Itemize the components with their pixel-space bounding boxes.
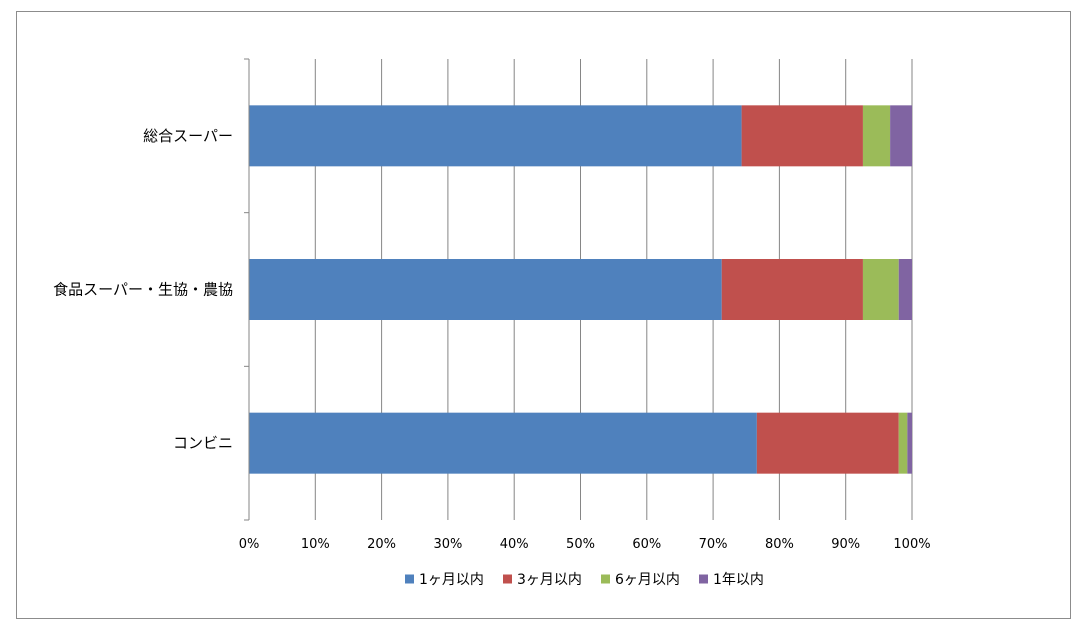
- bar-segment: [898, 259, 912, 320]
- bar-segment: [249, 105, 742, 167]
- legend-swatch: [503, 574, 512, 584]
- bar-segment: [862, 259, 899, 320]
- x-tick-label: 80%: [765, 537, 794, 552]
- bar-segment: [862, 105, 891, 167]
- bar-segment: [721, 259, 863, 320]
- legend-label: 6ヶ月以内: [615, 572, 680, 588]
- x-tick-labels: 0% 10% 20% 30% 40% 50% 60% 70% 80% 90% 100%: [239, 537, 931, 552]
- bar-segment: [249, 412, 757, 474]
- bar-segment: [249, 259, 722, 320]
- legend-swatch: [601, 574, 610, 584]
- legend-swatch: [699, 574, 708, 584]
- x-tick-label: 70%: [699, 537, 728, 552]
- x-tick-label: 60%: [632, 537, 661, 552]
- category-label: 食品スーパー・生協・農協: [53, 281, 233, 299]
- x-tick-label: 30%: [433, 537, 462, 552]
- x-tick-label: 100%: [893, 537, 930, 552]
- x-tick-label: 90%: [831, 537, 860, 552]
- bar-segment: [898, 412, 908, 474]
- axes: [244, 58, 250, 521]
- legend-label: 1年以内: [713, 572, 764, 588]
- legend-label: 3ヶ月以内: [517, 572, 582, 588]
- x-tick-label: 10%: [301, 537, 330, 552]
- x-tick-label: 40%: [500, 537, 529, 552]
- category-label: 総合スーパー: [143, 127, 233, 145]
- bar-segment: [756, 412, 899, 474]
- bars: [249, 105, 912, 474]
- x-tick-label: 20%: [367, 537, 396, 552]
- bar-segment: [907, 412, 912, 474]
- x-tick-label: 0%: [239, 537, 260, 552]
- legend: 1ヶ月以内 3ヶ月以内 6ヶ月以内 1年以内: [405, 572, 764, 588]
- legend-swatch: [405, 574, 414, 584]
- legend-label: 1ヶ月以内: [419, 572, 484, 588]
- category-label: コンビニ: [173, 434, 233, 452]
- x-tick-label: 50%: [566, 537, 595, 552]
- bar-segment: [890, 105, 912, 167]
- bar-segment: [741, 105, 863, 167]
